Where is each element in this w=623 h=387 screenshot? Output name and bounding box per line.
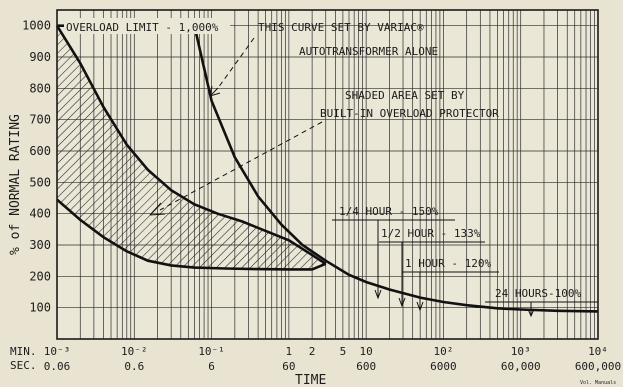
series-protector-upper-line [55, 25, 327, 265]
x-tick-label-top: 10⁴ [588, 345, 608, 358]
variac-curve-label-1: THIS CURVE SET BY VARIAC® [258, 21, 424, 34]
day-label: 24 HOURS-100% [495, 287, 581, 300]
annotation-layer: OVERLOAD LIMIT - 1,000% THIS CURVE SET B… [64, 18, 598, 318]
y-tick-label: 400 [29, 207, 51, 221]
x-row2-label: SEC. [10, 359, 37, 372]
x-tick-label-top: 10⁻² [121, 345, 148, 358]
y-tick-labels: 100 200 300 400 500 600 700 800 900 1000 [22, 19, 51, 315]
overload-label-bg [64, 18, 230, 34]
one-hour-arrowhead [416, 301, 424, 312]
x-tick-label-bottom: 600,000 [575, 360, 621, 373]
protector-shaded-area [57, 25, 326, 270]
half-hour-label: 1/2 HOUR - 133% [381, 227, 481, 240]
x-axis-title: TIME [295, 373, 326, 387]
y-tick-label: 600 [29, 144, 51, 158]
x-tick-label-top: 10 [360, 345, 373, 358]
variac-pointer-line [217, 37, 255, 89]
x-tick-label-top: 10³ [511, 345, 531, 358]
quarter-hour-label: 1/4 HOUR - 150% [339, 205, 439, 218]
variac-pointer-head [209, 85, 221, 97]
y-tick-label: 700 [29, 113, 51, 127]
variac-curve-label-2: AUTOTRANSFORMER ALONE [299, 45, 438, 58]
quarter-hour-arrowhead [374, 289, 382, 300]
series-variac-line [57, 24, 599, 313]
x-tick-label-top: 10⁻¹ [198, 345, 225, 358]
half-hour-arrowhead [398, 297, 406, 308]
shaded-area-label-1: SHADED AREA SET BY [345, 89, 465, 102]
x-tick-label-bottom: 0.06 [44, 360, 71, 373]
curve-layer [55, 24, 599, 313]
y-axis-title: % of NORMAL RATING [8, 114, 23, 255]
x-row1-label: MIN. [10, 345, 37, 358]
y-tick-label: 1000 [22, 19, 51, 33]
x-tick-label-bottom: 60 [282, 360, 295, 373]
x-tick-label-top: 1 [286, 345, 293, 358]
y-tick-label: 100 [29, 301, 51, 315]
x-tick-label-bottom: 6 [208, 360, 215, 373]
plot-frame [56, 9, 599, 340]
y-tick-label: 200 [29, 269, 51, 283]
shaded-pointer-head [149, 202, 166, 216]
x-tick-labels: 10⁻³ 0.06 10⁻² 0.6 10⁻¹ 6 1 60 2 5 10 600 10² 6000 10³… [44, 345, 621, 373]
x-tick-label-bottom: 6000 [430, 360, 457, 373]
x-tick-label-top: 2 [309, 345, 316, 358]
x-tick-label-bottom: 0.6 [124, 360, 144, 373]
day-arrowhead [527, 308, 535, 318]
one-hour-label: 1 HOUR - 120% [405, 257, 491, 270]
y-tick-label: 300 [29, 238, 51, 252]
series-protector-lower-line [56, 198, 327, 271]
shaded-area-label-2: BUILT-IN OVERLOAD PROTECTOR [320, 107, 499, 120]
x-tick-label-top: 5 [340, 345, 347, 358]
x-tick-label-top: 10² [433, 345, 453, 358]
y-tick-label: 500 [29, 175, 51, 189]
x-tick-label-bottom: 600 [356, 360, 376, 373]
overload-limit-label: OVERLOAD LIMIT - 1,000% [66, 21, 219, 34]
shaded-pointer-line [159, 121, 323, 211]
x-tick-label-bottom: 60,000 [501, 360, 541, 373]
credit-text: Vol. Manuals [580, 380, 616, 386]
x-tick-label-top: 10⁻³ [44, 345, 71, 358]
y-tick-label: 800 [29, 81, 51, 95]
y-tick-label: 900 [29, 50, 51, 64]
